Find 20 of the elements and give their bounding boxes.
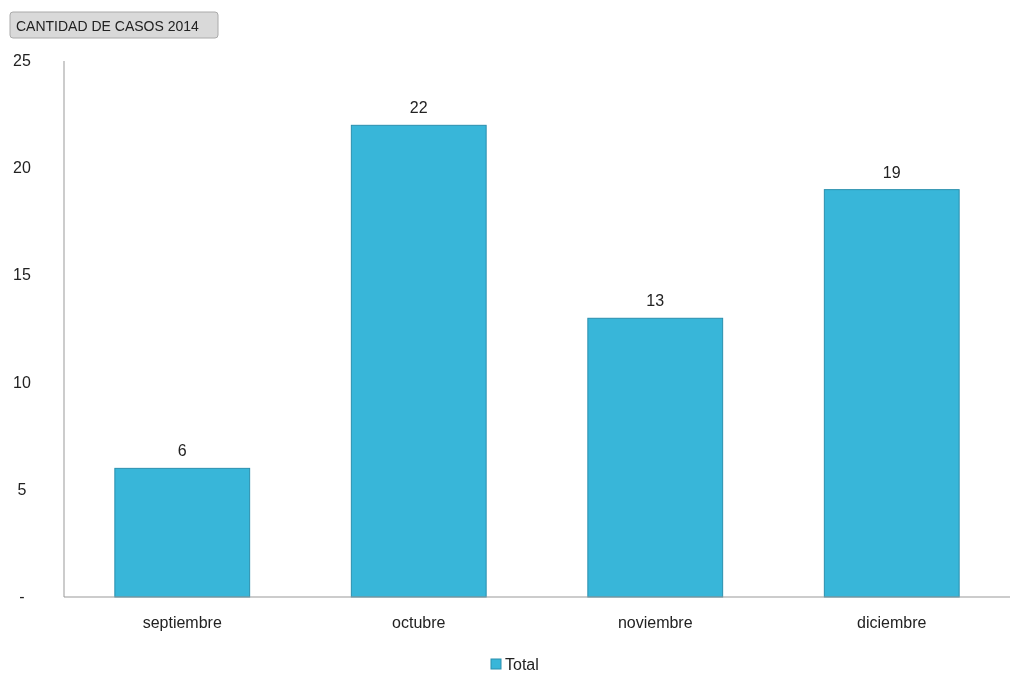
bar <box>350 124 487 598</box>
x-tick-label: diciembre <box>857 614 927 631</box>
data-label: 19 <box>882 163 901 181</box>
x-tick-label: septiembre <box>142 614 222 631</box>
y-tick-label: - <box>19 588 25 605</box>
legend-label: Total <box>505 656 539 673</box>
y-tick-label: 25 <box>13 52 31 69</box>
x-tick-label: noviembre <box>617 614 693 631</box>
chart-title: CANTIDAD DE CASOS 2014 <box>16 18 200 34</box>
bar <box>114 467 251 598</box>
data-label: 6 <box>177 442 187 460</box>
bar <box>823 189 960 598</box>
x-tick-label: octubre <box>392 614 446 631</box>
y-tick-label: 20 <box>13 159 31 177</box>
y-tick-label: 10 <box>13 373 31 391</box>
data-label: 13 <box>646 292 665 310</box>
y-tick-label: 5 <box>17 480 27 498</box>
y-tick-label: 15 <box>13 266 31 284</box>
bar <box>587 317 724 598</box>
data-label: 22 <box>409 99 428 117</box>
